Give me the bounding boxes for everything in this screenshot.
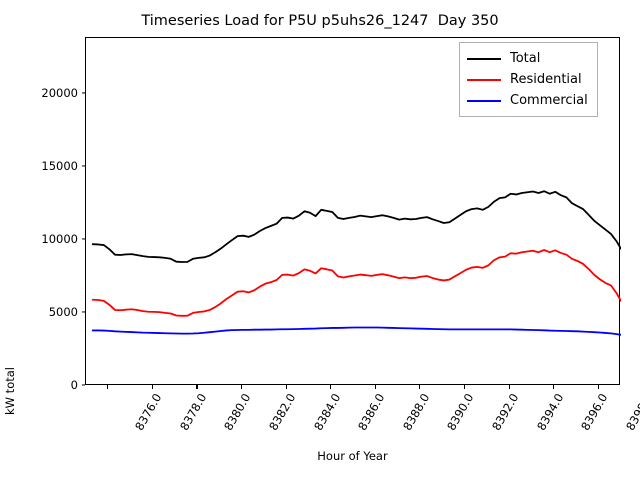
y-tick-label: 10000 [41,231,78,246]
series-line-residential [91,249,621,317]
chart-title: Timeseries Load for P5U p5uhs26_1247 Day… [141,13,499,29]
x-tick-mark [241,385,243,389]
x-tick-label: 8394.0 [533,391,566,433]
x-tick-mark [597,385,599,389]
x-tick-mark [553,385,555,389]
x-tick-label: 8382.0 [266,391,299,433]
x-tick-label: 8376.0 [132,391,165,433]
legend-swatch-icon [467,99,501,102]
x-tick-mark [107,385,109,389]
x-tick-mark [463,385,466,389]
x-axis-label: Hour of Year [317,449,388,463]
x-tick-mark [330,385,332,389]
y-tick-mark [81,238,85,240]
x-tick-label: 8388.0 [399,391,433,433]
legend-item-total: Total [467,48,588,69]
x-tick-mark [508,385,510,389]
legend-swatch-icon [467,78,501,81]
legend-label: Commercial [510,93,588,108]
x-tick-label: 8398.0 [622,391,640,433]
x-tick-label: 8378.0 [177,391,210,433]
y-tick-label: 15000 [41,158,78,173]
x-tick-label: 8396.0 [578,391,611,433]
chart-legend: Total Residential Commercial [459,42,598,117]
y-tick-label: 5000 [48,304,78,319]
y-tick-label: 0 [70,378,78,392]
legend-swatch-icon [467,57,501,60]
x-tick-mark [374,385,376,389]
y-tick-mark [81,165,85,167]
legend-item-residential: Residential [467,69,588,90]
y-axis-label: kW total [3,367,17,415]
x-tick-label: 8386.0 [355,391,388,433]
chart-lines [91,190,621,336]
series-line-total [91,190,621,263]
x-tick-mark [196,385,198,389]
legend-label: Total [510,51,541,66]
x-tick-label: 8392.0 [489,391,522,433]
x-tick-mark [151,385,153,389]
x-tick-label: 8384.0 [310,391,343,433]
y-tick-mark [81,311,85,313]
legend-item-commercial: Commercial [467,90,588,111]
x-tick-mark [285,385,287,389]
series-line-commercial [91,326,621,336]
x-tick-label: 8390.0 [444,391,477,433]
y-tick-mark [81,92,85,94]
y-tick-label: 20000 [41,85,78,100]
legend-label: Residential [510,72,582,87]
x-tick-label: 8380.0 [221,391,254,433]
y-tick-mark [81,384,85,386]
x-tick-mark [419,385,421,389]
